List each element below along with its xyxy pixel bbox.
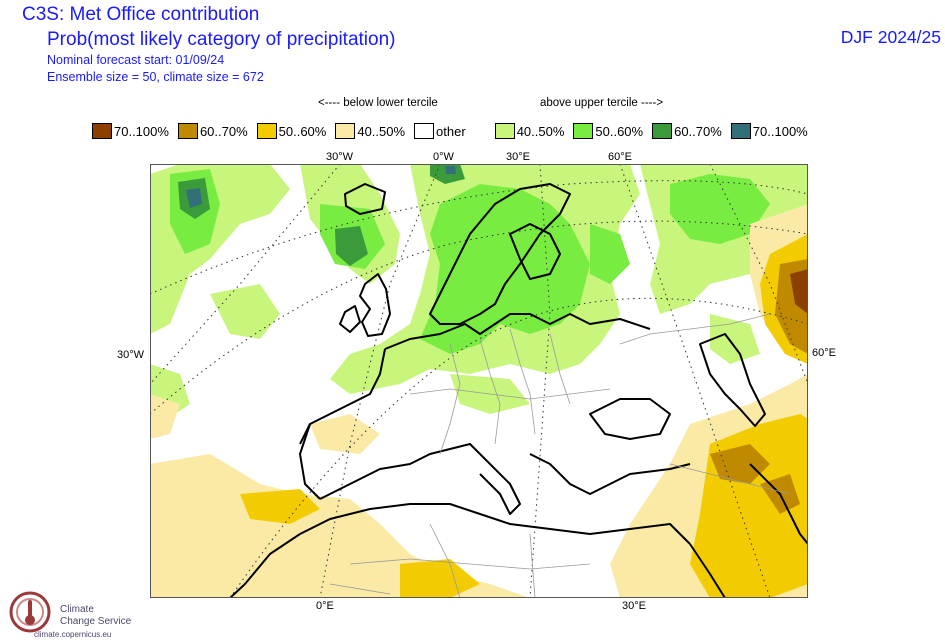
legend-swatch <box>730 123 751 139</box>
logo-line-2: Change Service <box>60 616 132 627</box>
graticule <box>150 164 808 598</box>
legend-label: 40..50% <box>357 123 406 139</box>
legend-swatch <box>335 123 356 139</box>
legend-label: 50..60% <box>595 123 644 139</box>
legend-label: 60..70% <box>199 123 248 139</box>
season-label: DJF 2024/25 <box>840 27 941 47</box>
legend-item: 70..100% <box>730 123 808 139</box>
legend-item: 60..70% <box>177 123 248 139</box>
lat-label-right: 60°E <box>812 347 836 359</box>
lat-label-left: 30°W <box>117 349 145 361</box>
copernicus-logo: Climate Change Service climate.copernicu… <box>6 590 146 642</box>
lon-label-bottom: 30°E <box>622 600 646 612</box>
legend-label: 40..50% <box>516 123 565 139</box>
legend-item: 60..70% <box>652 123 722 139</box>
map-subtitle: Prob(most likely category of precipitati… <box>47 29 396 50</box>
forecast-start-text: Nominal forecast start: 01/09/24 <box>47 53 225 67</box>
logo-line-1: Climate <box>60 604 94 615</box>
logo-url: climate.copernicus.eu <box>34 630 112 639</box>
ensemble-size-text: Ensemble size = 50, climate size = 672 <box>47 70 264 84</box>
legend-swatch <box>256 123 277 139</box>
legend-label: other <box>436 123 466 139</box>
coastlines <box>229 183 808 598</box>
legend: 70..100% 60..70% 50..60% 40..50% other 4… <box>92 121 817 141</box>
legend-label: 60..70% <box>674 123 722 139</box>
map-title: C3S: Met Office contribution <box>22 4 260 25</box>
below-tercile-70-100-area <box>790 269 808 314</box>
legend-swatch <box>573 123 594 139</box>
legend-label: 50..60% <box>278 123 327 139</box>
legend-swatch <box>652 123 673 139</box>
above-tercile-label: above upper tercile ----> <box>540 97 664 109</box>
lon-label-top: 30°E <box>506 151 530 163</box>
below-tercile-label: <---- below lower tercile <box>318 97 438 109</box>
legend-item: 50..60% <box>256 123 327 139</box>
legend-swatch <box>92 123 112 139</box>
legend-item: 40..50% <box>335 123 405 139</box>
legend-label: 70..100% <box>752 123 808 139</box>
legend-swatch <box>414 123 435 139</box>
legend-item: 40..50% <box>494 123 565 139</box>
legend-swatch <box>177 123 198 139</box>
c3s-logo-icon <box>9 591 51 633</box>
lon-label-bottom: 0°E <box>316 600 334 612</box>
lon-label-top: 60°E <box>608 151 632 163</box>
probability-map <box>150 164 808 598</box>
legend-item: 50..60% <box>573 123 643 139</box>
legend-label: 70..100% <box>114 123 169 139</box>
map-frame <box>150 164 808 598</box>
lon-label-top: 30°W <box>326 151 354 163</box>
legend-item: other <box>414 123 466 139</box>
legend-swatch <box>494 123 515 139</box>
above-tercile-70-100-area <box>186 166 456 208</box>
lon-label-top: 0°W <box>433 151 454 163</box>
country-borders <box>329 313 791 598</box>
legend-item: 70..100% <box>92 123 169 139</box>
